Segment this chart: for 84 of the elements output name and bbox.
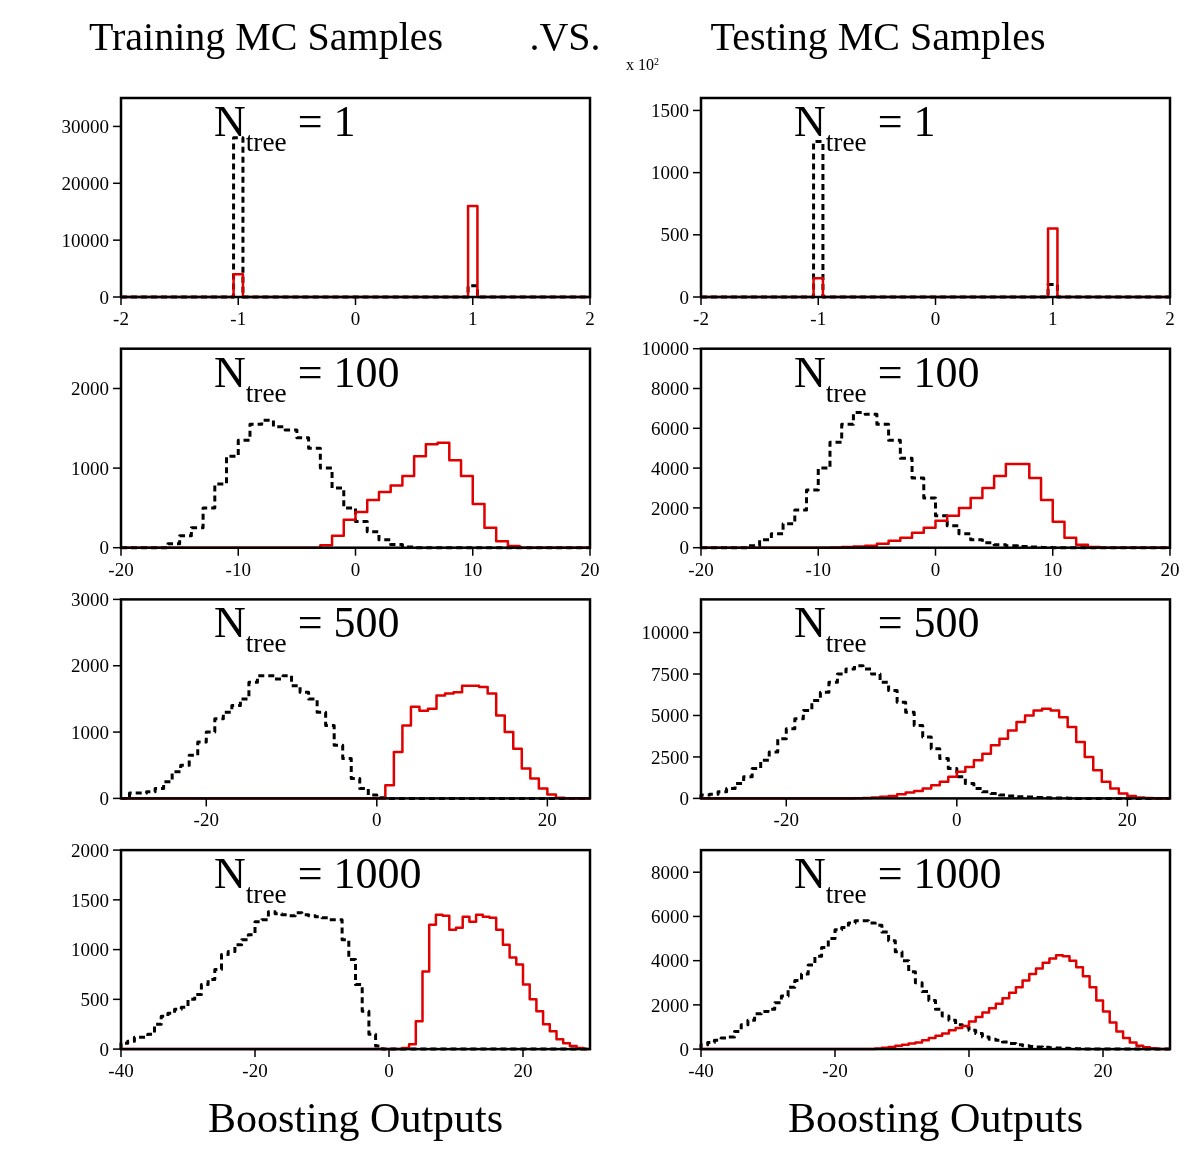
y-tick-label: 1500 [651, 100, 689, 122]
y-tick-label: 1500 [71, 889, 109, 911]
x-tick-label: -10 [225, 558, 251, 580]
y-tick-label: 3000 [71, 589, 109, 611]
y-tick-label: 0 [679, 1038, 689, 1060]
y-tick-label: 2000 [651, 994, 689, 1016]
x-tick-label: -20 [688, 558, 714, 580]
x-tick-label: 0 [930, 558, 941, 580]
y-tick-label: 0 [99, 286, 109, 308]
y-tick-label: 7500 [651, 663, 689, 685]
chart-subtitle: .VS. [529, 14, 601, 59]
y-tick-label: 2000 [71, 655, 109, 677]
x-tick-label: -20 [773, 809, 799, 831]
x-tick-label: 0 [952, 809, 962, 831]
x-tick-label: -10 [805, 558, 831, 580]
y-tick-label: 1000 [651, 162, 689, 184]
x-tick-label: 20 [1160, 558, 1180, 580]
x-tick-label: 0 [350, 308, 361, 329]
chart-title: Training MC Samples [88, 14, 444, 59]
annotation: N$_{tree}$ = 100 [794, 347, 980, 408]
y-tick-label: 0 [679, 788, 689, 810]
y-axis-title: x 10$^{2}$ [626, 55, 659, 73]
x-tick-label: 0 [384, 1060, 394, 1082]
y-tick-label: 500 [80, 989, 109, 1010]
annotation: N$_{tree}$ = 1000 [794, 849, 1002, 910]
x-tick-label: -2 [693, 308, 709, 329]
x-tick-label: 10 [1043, 558, 1063, 580]
y-tick-label: 30000 [61, 116, 109, 138]
annotation: N$_{tree}$ = 1 [214, 97, 356, 157]
y-tick-label: 0 [679, 286, 689, 308]
x-tick-label: 20 [580, 558, 600, 580]
y-tick-label: 10000 [641, 338, 689, 360]
chart-title: Testing MC Samples [710, 14, 1046, 59]
y-tick-label: 6000 [651, 417, 689, 439]
y-tick-label: 4000 [651, 950, 689, 972]
annotation: N$_{tree}$ = 100 [214, 347, 400, 408]
y-tick-label: 8000 [651, 378, 689, 400]
x-tick-label: 2 [585, 308, 595, 329]
x-tick-label: 0 [372, 809, 382, 831]
x-tick-label: 0 [964, 1060, 974, 1082]
y-tick-label: 8000 [651, 861, 689, 883]
y-tick-label: 0 [99, 788, 109, 810]
x-tick-label: 20 [1117, 809, 1137, 831]
annotation: N$_{tree}$ = 500 [794, 598, 980, 659]
annotation: N$_{tree}$ = 500 [214, 598, 400, 659]
x-axis-title: Boosting Outputs [787, 1095, 1084, 1141]
x-tick-label: 2 [1165, 308, 1175, 329]
y-tick-label: 0 [99, 537, 109, 559]
y-tick-label: 2000 [71, 378, 109, 400]
x-tick-label: 0 [930, 308, 941, 329]
y-tick-label: 1000 [71, 457, 109, 479]
y-tick-label: 1000 [71, 721, 109, 743]
x-tick-label: -2 [113, 308, 129, 329]
y-tick-label: 20000 [61, 172, 109, 194]
x-tick-label: 20 [1093, 1060, 1113, 1082]
x-tick-label: 10 [463, 558, 483, 580]
x-tick-label: -20 [108, 558, 134, 580]
x-tick-label: 1 [468, 308, 478, 329]
x-tick-label: -40 [108, 1060, 134, 1082]
x-tick-label: 20 [513, 1060, 533, 1082]
y-tick-label: 5000 [651, 705, 689, 727]
y-tick-label: 500 [660, 224, 689, 246]
y-tick-label: 2500 [651, 746, 689, 768]
x-tick-label: -20 [193, 809, 219, 831]
y-tick-label: 2000 [651, 497, 689, 519]
y-tick-label: 2000 [71, 839, 109, 861]
x-tick-label: 0 [350, 558, 361, 580]
y-tick-label: 10000 [61, 229, 109, 251]
x-tick-label: -20 [822, 1060, 848, 1082]
x-tick-label: -1 [810, 308, 827, 329]
x-axis-title: Boosting Outputs [207, 1095, 504, 1141]
y-tick-label: 6000 [651, 906, 689, 928]
y-tick-label: 10000 [641, 622, 689, 644]
x-tick-label: 20 [537, 809, 557, 831]
y-tick-label: 0 [679, 537, 689, 559]
x-tick-label: -20 [242, 1060, 268, 1082]
annotation: N$_{tree}$ = 1 [794, 97, 936, 157]
y-tick-label: 0 [99, 1038, 109, 1060]
x-tick-label: 1 [1048, 308, 1058, 329]
x-tick-label: -40 [688, 1060, 714, 1082]
x-tick-label: -1 [230, 308, 247, 329]
y-tick-label: 1000 [71, 939, 109, 961]
annotation: N$_{tree}$ = 1000 [214, 849, 422, 910]
y-tick-label: 4000 [651, 457, 689, 479]
